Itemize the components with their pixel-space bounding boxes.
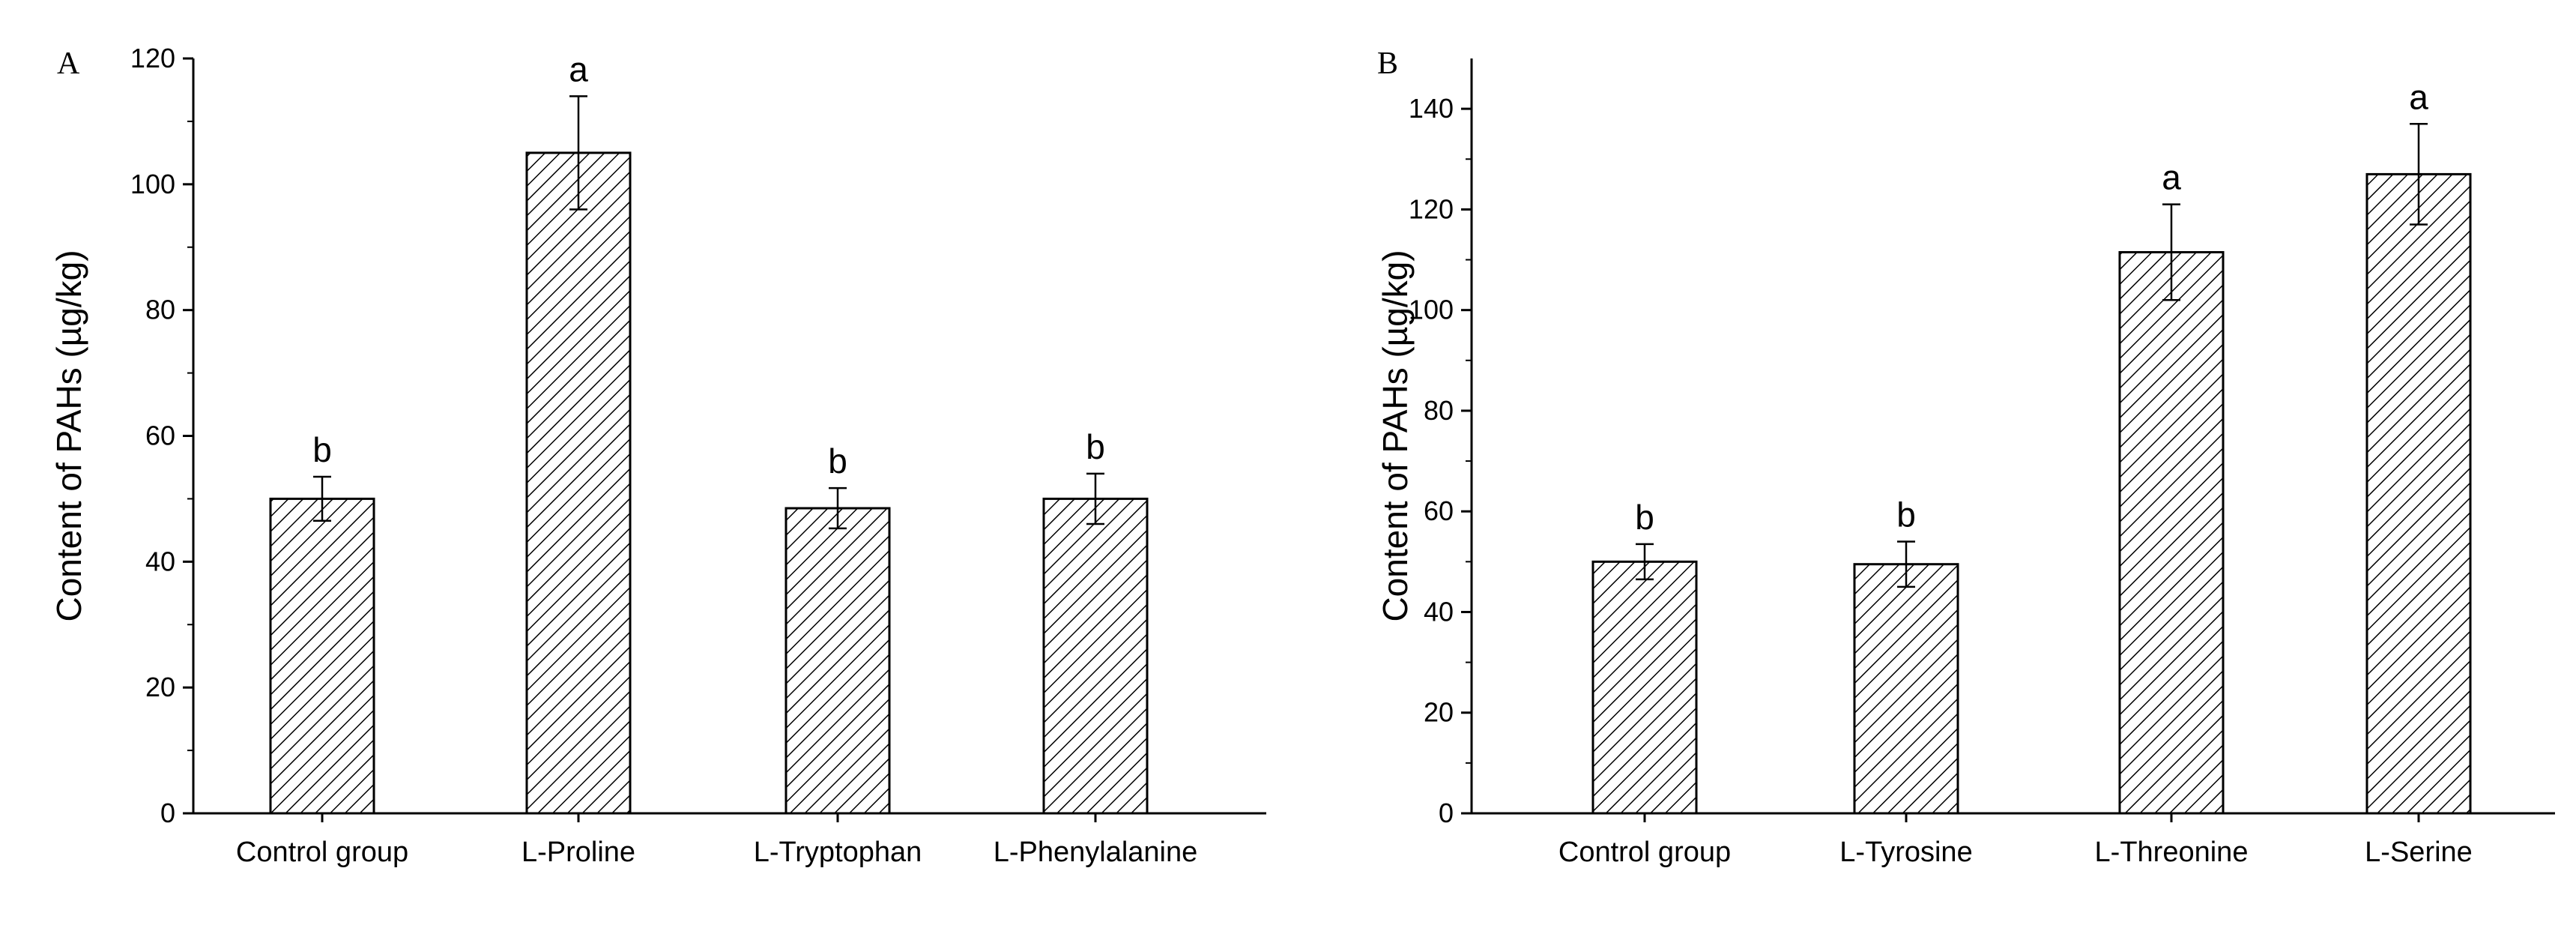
bar [525,151,632,815]
bar [2118,250,2225,815]
y-tick-label: 100 [130,169,175,199]
y-tick-label: 0 [160,798,175,828]
bar [269,497,375,815]
chart-panel-a: A 0 20 40 60 80 100 120 Content of PAHs (µg/kg) b… [49,43,1266,868]
bar [1853,563,1959,815]
y-tick-label: 20 [145,672,175,702]
x-tick-label: L-Serine [2365,837,2473,868]
y-tick-label: 40 [1424,596,1454,627]
x-tick-label: L-Tyrosine [1839,837,1972,868]
significance-label: a [2162,158,2181,197]
y-tick-label: 60 [145,421,175,451]
y-tick-label: 60 [1424,495,1454,526]
significance-label: b [1896,495,1916,534]
bar [1591,560,1698,815]
x-tick-label: L-Phenylalanine [994,837,1198,868]
significance-label: b [828,442,847,480]
significance-label: b [1086,427,1105,466]
y-axis-title: Content of PAHs (µg/kg) [49,250,88,621]
y-axis-title: Content of PAHs (µg/kg) [1376,250,1415,621]
significance-label: a [569,49,588,88]
y-tick-label: 120 [130,43,175,73]
x-tick-label: L-Threonine [2095,837,2249,868]
bar [784,507,891,815]
y-tick-label: 120 [1409,193,1454,224]
panel-label: B [1377,46,1398,81]
y-tick-label: 100 [1409,295,1454,325]
x-tick-label: L-Tryptophan [754,837,922,868]
y-tick-label: 40 [145,546,175,576]
x-tick-label: Control group [236,837,408,868]
x-tick-label: L-Proline [521,837,635,868]
y-tick-label: 80 [1424,395,1454,426]
significance-label: a [2409,77,2428,116]
x-tick-label: Control group [1558,837,1731,868]
y-tick-label: 140 [1409,93,1454,124]
y-tick-label: 80 [145,295,175,325]
bar [2365,172,2472,815]
y-tick-label: 0 [1439,798,1454,828]
panel-label: A [57,46,80,81]
significance-label: b [1635,498,1654,537]
significance-label: b [312,430,332,469]
bar [1042,497,1149,815]
y-tick-label: 20 [1424,697,1454,728]
chart-panel-b: B 0 20 40 60 80 100 120 140 Content of PAHs (µg/k… [1376,46,2555,868]
